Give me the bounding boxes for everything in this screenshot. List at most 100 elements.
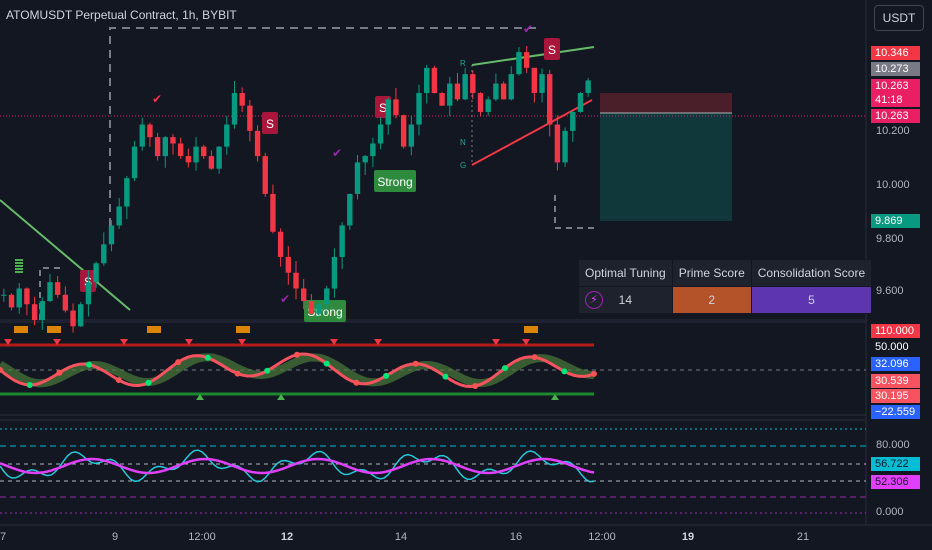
osc1-down-arrow (4, 339, 12, 345)
pattern-letter: R (460, 59, 466, 68)
osc1-up-arrow (277, 394, 285, 400)
osc1-down-arrow (522, 339, 530, 345)
zone-box-3 (39, 267, 65, 320)
osc1-tag: 30.195 (871, 389, 920, 403)
candle-body (277, 231, 284, 257)
sell-label-text: S (266, 117, 274, 131)
osc1-flag (524, 326, 538, 333)
osc1-down-arrow (53, 339, 61, 345)
osc1-down-arrow (492, 339, 500, 345)
candle-body (485, 99, 491, 112)
pattern-letter: N (460, 138, 466, 147)
candle-body (400, 115, 407, 147)
osc2-tag: 52.306 (871, 475, 920, 489)
osc1-dot (472, 383, 479, 390)
candle-body (324, 288, 330, 305)
osc1-down-arrow (120, 339, 128, 345)
osc1-dot (442, 373, 449, 380)
candle-body (508, 74, 514, 100)
time-axis-label: 12 (280, 531, 294, 543)
sell-label (262, 112, 278, 134)
osc1-down-arrow (330, 339, 338, 345)
candle-body (585, 80, 591, 94)
candle-body (454, 83, 461, 100)
time-axis-label: 14 (394, 531, 408, 543)
stack-icon-bar (15, 265, 23, 267)
candle-body (531, 67, 538, 94)
candle-body (62, 294, 69, 311)
candle-body (154, 137, 161, 157)
candle-body (201, 146, 207, 157)
price-axis-label: 10.000 (876, 179, 910, 191)
candle-body (216, 146, 222, 169)
header-prime-score: Prime Score (671, 259, 752, 287)
candle-body (208, 156, 215, 169)
time-axis-label: 19 (681, 531, 695, 543)
optimal-tuning-value: 14 (618, 293, 633, 307)
osc1-tag: 30.539 (871, 374, 920, 388)
candle-body (24, 288, 30, 305)
candle-body (54, 282, 61, 295)
score-table: Optimal Tuning Prime Score Consolidation… (578, 259, 873, 314)
check-mark: ✔ (152, 92, 162, 106)
price-tag: 10.346 (871, 46, 920, 60)
candle-body (270, 193, 276, 232)
candle-body (424, 67, 430, 94)
candle-body (500, 83, 507, 100)
osc1-flag (14, 326, 28, 333)
candle-body (108, 225, 115, 245)
time-axis-label: 21 (796, 531, 810, 543)
chart-title: ATOMUSDT Perpetual Contract, 1h, BYBIT (6, 8, 237, 22)
stop-zone (600, 93, 732, 113)
strong-label-text: Strong (377, 175, 412, 189)
currency-button[interactable]: USDT (874, 5, 924, 31)
channel-bottom-line (471, 99, 593, 166)
osc1-dot (353, 379, 360, 386)
osc1-dot (531, 354, 538, 361)
price-tag: 10.273 (871, 62, 920, 76)
osc1-dot (115, 377, 122, 384)
candle-body (131, 146, 138, 179)
candle-body (347, 193, 353, 226)
pattern-letter: G (460, 161, 466, 170)
osc1-dot (0, 367, 3, 373)
sell-label-text: S (379, 101, 387, 115)
candle-body (447, 83, 453, 106)
candle-body (16, 288, 22, 308)
candle-body (300, 288, 307, 302)
osc2-fast-line (0, 449, 595, 483)
osc1-dot (86, 361, 93, 368)
osc1-tag: −22.559 (871, 405, 920, 419)
candle-body (477, 93, 484, 112)
zone-box-2 (554, 195, 595, 229)
candle-body (562, 130, 568, 163)
strong-label-text: Strong (307, 305, 342, 319)
candle-body (316, 304, 322, 314)
osc1-down-arrow (238, 339, 246, 345)
channel-top-line (471, 46, 595, 66)
osc2-slow-line (0, 457, 595, 475)
price-tag: 10.263 (871, 109, 920, 123)
candle-body (101, 244, 107, 264)
oscillator-panel-1 (0, 326, 866, 400)
sell-label-text: S (548, 43, 556, 57)
candle-body (470, 74, 476, 94)
candle-body (523, 52, 530, 68)
bolt-icon: ⚡ (585, 291, 603, 309)
candle-body (354, 162, 361, 194)
candle-body (577, 93, 584, 112)
stack-icon-bar (15, 271, 23, 273)
sell-label (544, 38, 560, 60)
candle-body (362, 156, 368, 163)
candle-body (85, 282, 92, 305)
time-axis-label: 7 (0, 531, 7, 543)
candle-body (462, 74, 468, 100)
candle-body (239, 93, 245, 106)
candle-body (231, 93, 238, 125)
candle-body (377, 124, 384, 144)
osc1-dot (501, 365, 508, 372)
value-consolidation-score: 5 (750, 286, 873, 314)
osc1-dot (204, 354, 211, 361)
candle-body (147, 124, 153, 138)
